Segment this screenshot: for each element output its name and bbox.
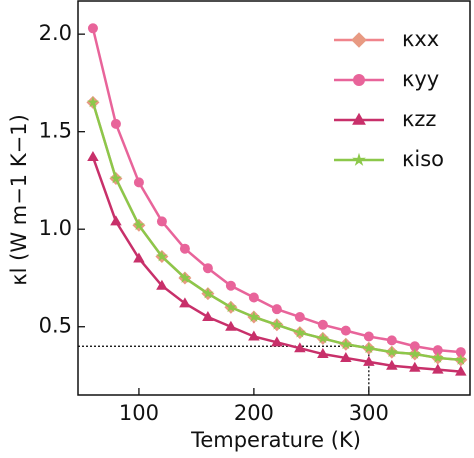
y-axis-label: κl (W m−1 K−1) [7,114,31,286]
y-tick-label: 2.0 [39,21,72,45]
marker [133,219,145,231]
legend-marker [351,32,367,48]
plot-frame [77,0,471,396]
x-axis-label: Temperature (K) [190,428,361,452]
marker [248,310,260,322]
marker [294,311,305,322]
marker [179,243,190,254]
marker [432,345,443,356]
marker [202,287,214,299]
marker [202,263,213,274]
marker [455,365,467,376]
legend-marker [352,152,366,166]
marker [225,280,236,291]
marker [110,118,121,129]
marker [248,330,260,341]
marker [156,250,168,262]
marker [179,297,191,308]
marker [248,292,259,303]
y-tick-label: 1.5 [39,119,72,143]
marker [133,252,145,263]
marker [432,351,444,363]
marker [156,216,167,227]
legend-label: κiso [402,147,444,171]
marker [409,341,420,352]
marker [87,151,99,162]
marker [156,279,168,290]
x-tick-label: 200 [234,401,274,425]
marker [202,310,214,321]
marker [455,347,466,358]
marker [179,271,191,283]
y-tick-label: 0.5 [39,314,72,338]
marker [271,318,283,330]
marker [294,326,306,338]
legend-label: κxx [402,27,439,51]
legend-marker [352,112,366,125]
marker [317,332,329,344]
y-tick-label: 1.0 [39,216,72,240]
marker [340,338,352,350]
marker [87,23,98,34]
marker [363,342,375,354]
marker [340,351,352,362]
marker [271,304,282,315]
legend-label: κzz [402,107,436,131]
marker [363,355,375,366]
marker [340,325,351,336]
marker [225,301,237,313]
marker [386,346,398,357]
legend-marker [353,74,365,86]
legend-label: κyy [402,67,439,91]
marker [409,361,421,372]
marker [317,319,328,330]
marker [317,348,329,359]
marker [271,336,283,347]
marker [409,348,421,359]
marker [133,177,144,188]
marker [225,320,237,331]
marker [432,363,444,374]
marker [386,359,398,370]
marker [87,96,99,108]
marker [110,172,122,184]
x-tick-label: 300 [349,401,389,425]
marker [294,342,306,353]
x-tick-label: 100 [119,401,159,425]
marker [386,335,397,346]
marker [455,353,467,365]
marker [363,331,374,342]
marker [110,215,122,226]
